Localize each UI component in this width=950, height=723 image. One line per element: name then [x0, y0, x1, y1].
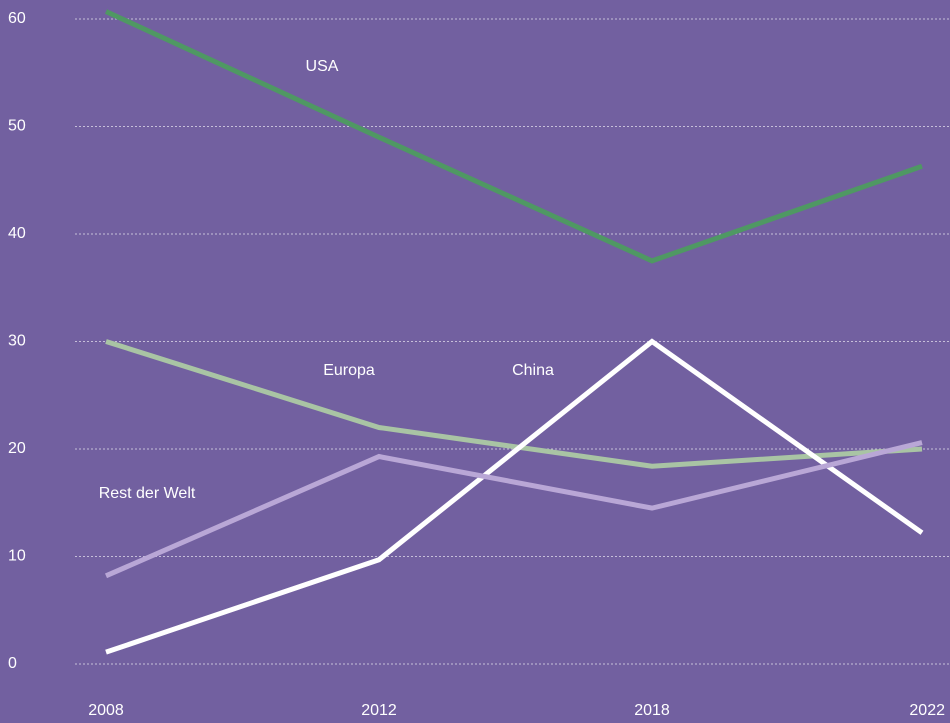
series-label: Europa	[323, 362, 375, 379]
series-label: China	[512, 362, 554, 379]
x-tick-label: 2008	[88, 702, 124, 719]
y-tick-label: 50	[8, 118, 26, 135]
series-label: Rest der Welt	[99, 485, 196, 502]
y-tick-label: 0	[8, 655, 17, 672]
y-tick-label: 10	[8, 548, 26, 565]
series-line	[104, 9, 923, 264]
y-tick-label: 60	[8, 10, 26, 27]
x-tick-label: 2022	[909, 702, 945, 719]
series-line	[105, 339, 923, 469]
y-tick-label: 40	[8, 225, 26, 242]
series-label: USA	[306, 58, 339, 75]
x-tick-label: 2012	[361, 702, 397, 719]
y-tick-label: 30	[8, 333, 26, 350]
series-line	[105, 338, 924, 655]
x-tick-label: 2018	[634, 702, 670, 719]
y-tick-label: 20	[8, 440, 26, 457]
series-line	[104, 440, 923, 579]
